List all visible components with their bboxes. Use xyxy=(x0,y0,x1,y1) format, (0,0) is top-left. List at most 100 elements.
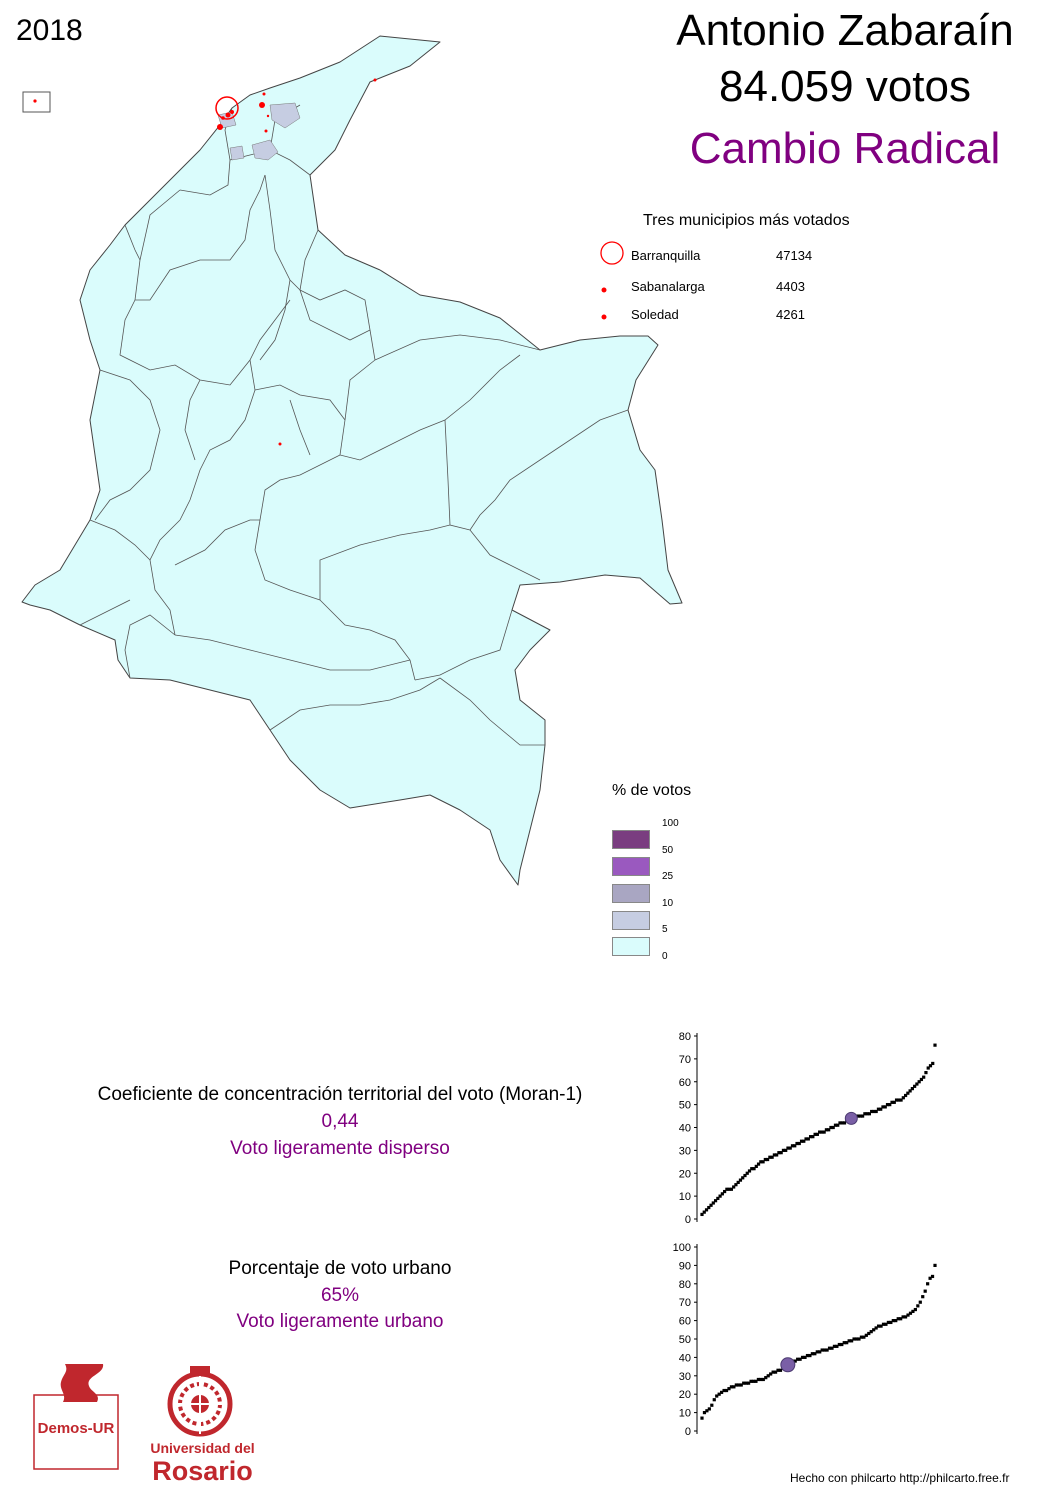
y-tick-label: 100 xyxy=(673,1242,691,1254)
municipality-marker xyxy=(225,112,231,118)
y-tick-label: 0 xyxy=(685,1214,691,1226)
data-point xyxy=(700,1212,704,1217)
legend-break: 0 xyxy=(662,951,668,962)
data-point xyxy=(759,1160,763,1164)
small-dot-icon xyxy=(601,314,607,320)
top3-row: Sabanalarga 4403 xyxy=(600,275,860,299)
data-point xyxy=(894,1319,898,1323)
legend-break: 5 xyxy=(662,924,668,935)
rosario-text-line1: Universidad del xyxy=(150,1440,255,1456)
data-point xyxy=(906,1313,910,1317)
legend-break: 25 xyxy=(662,871,674,882)
data-point xyxy=(913,1307,917,1312)
data-point xyxy=(919,1077,924,1082)
data-point xyxy=(754,1379,758,1383)
data-point xyxy=(829,1125,833,1130)
data-point xyxy=(840,1121,844,1125)
data-point xyxy=(722,1388,726,1393)
data-point xyxy=(928,1276,932,1280)
data-point xyxy=(773,1370,778,1374)
y-tick-label: 60 xyxy=(679,1077,691,1089)
legend-title: % de votos xyxy=(612,782,692,799)
data-point xyxy=(863,1112,867,1116)
data-point xyxy=(763,1157,767,1162)
y-tick-label: 70 xyxy=(679,1297,691,1309)
data-point xyxy=(742,1381,746,1385)
data-point xyxy=(720,1390,724,1394)
y-tick-label: 30 xyxy=(679,1371,691,1383)
top3-value: 4261 xyxy=(776,307,805,322)
data-point xyxy=(881,1322,886,1326)
data-point xyxy=(744,1381,748,1385)
data-point xyxy=(911,1309,915,1313)
candidate-name: Antonio Zabaraín xyxy=(676,6,1014,55)
country-outline xyxy=(21,35,683,886)
data-point xyxy=(830,1346,834,1350)
data-point xyxy=(923,1289,927,1293)
data-point xyxy=(707,1407,711,1411)
top3-name: Barranquilla xyxy=(631,248,701,263)
y-tick-label: 20 xyxy=(679,1389,691,1401)
moran-scatter-chart: 0 10 20 30 40 50 60 70 80 xyxy=(679,1031,937,1226)
data-point xyxy=(888,1103,892,1107)
data-point xyxy=(712,1398,716,1402)
data-point xyxy=(803,1355,807,1359)
data-point xyxy=(926,1282,930,1286)
shaded-municipalities xyxy=(217,102,301,161)
data-point xyxy=(717,1392,721,1396)
data-point xyxy=(743,1173,747,1178)
colombia-map xyxy=(21,35,683,886)
data-point xyxy=(781,1148,786,1152)
data-point xyxy=(707,1205,711,1210)
data-point xyxy=(718,1194,722,1198)
data-point xyxy=(889,1320,893,1325)
data-point xyxy=(702,1411,707,1415)
small-dot-icon xyxy=(601,287,607,293)
data-point xyxy=(827,1346,832,1350)
data-point xyxy=(913,1084,917,1088)
legend-swatch xyxy=(612,937,650,956)
data-point xyxy=(738,1178,743,1182)
data-point xyxy=(747,1381,751,1385)
data-point xyxy=(808,1135,813,1139)
party-name: Cambio Radical xyxy=(689,124,1001,173)
data-point xyxy=(700,1416,704,1420)
data-point xyxy=(777,1151,781,1155)
data-point xyxy=(896,1317,900,1321)
data-point xyxy=(815,1132,819,1136)
legend-break: 50 xyxy=(662,845,674,856)
data-point xyxy=(705,1409,709,1413)
data-point xyxy=(756,1162,761,1166)
data-point xyxy=(796,1357,800,1361)
data-point xyxy=(903,1315,908,1319)
data-point xyxy=(806,1137,810,1141)
data-point xyxy=(766,1157,770,1162)
data-point xyxy=(924,1071,928,1075)
data-point xyxy=(879,1324,883,1328)
data-point xyxy=(778,1368,783,1372)
data-point xyxy=(884,1322,888,1326)
data-point xyxy=(870,1109,874,1114)
data-point xyxy=(858,1114,862,1118)
data-point xyxy=(928,1064,933,1068)
data-point xyxy=(732,1185,736,1189)
data-point xyxy=(861,1114,865,1118)
data-point xyxy=(797,1141,801,1146)
top3-row: Barranquilla 47134 xyxy=(600,241,860,268)
data-point xyxy=(922,1075,926,1079)
top3-title: Tres municipios más votados xyxy=(643,212,850,229)
legend-break: 10 xyxy=(662,898,674,909)
data-point xyxy=(916,1304,920,1308)
data-point xyxy=(749,1379,753,1383)
data-point xyxy=(842,1121,847,1125)
municipality-marker xyxy=(262,92,266,96)
data-point xyxy=(872,1109,876,1114)
y-tick-label: 80 xyxy=(679,1279,691,1291)
y-tick-label: 20 xyxy=(679,1168,691,1180)
data-point xyxy=(813,1132,817,1136)
rosario-text-line2: Rosario xyxy=(152,1456,253,1486)
data-point xyxy=(822,1130,826,1134)
data-point xyxy=(897,1098,901,1102)
data-point xyxy=(915,1082,919,1086)
data-point xyxy=(720,1192,724,1196)
